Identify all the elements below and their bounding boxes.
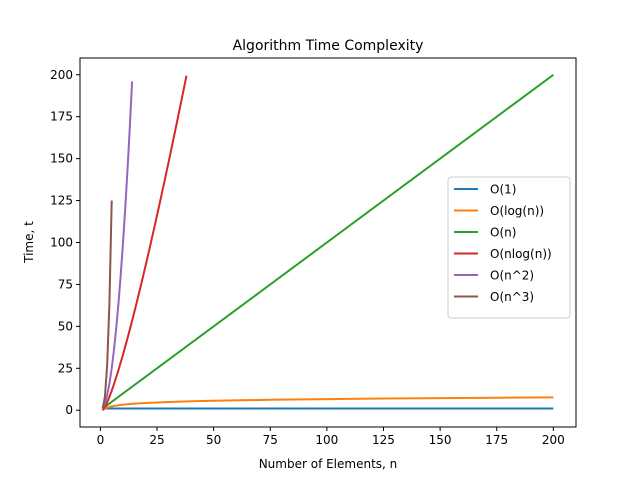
y-tick-label: 175 xyxy=(50,110,73,124)
x-tick-label: 175 xyxy=(485,433,508,447)
x-tick-label: 50 xyxy=(206,433,221,447)
legend-label-o-n: O(n) xyxy=(490,226,516,240)
legend-label-o-n-3: O(n^3) xyxy=(490,290,534,304)
series-line-o-log-n xyxy=(102,396,554,412)
x-tick-label: 75 xyxy=(263,433,278,447)
x-tick-label: 0 xyxy=(97,433,105,447)
y-tick-label: 200 xyxy=(50,68,73,82)
legend-label-o-1: O(1) xyxy=(490,183,516,197)
y-tick-label: 25 xyxy=(58,361,73,375)
legend-label-o-n-2: O(n^2) xyxy=(490,269,534,283)
series-line-o-nlog-n xyxy=(101,75,188,411)
series-line-o-n-2 xyxy=(101,81,134,409)
y-tick-label: 150 xyxy=(50,152,73,166)
plot-area: 0 25 50 75 100 125 150 175 200 0 25 50 75 100 125 150 17… xyxy=(50,57,577,447)
legend-label-o-log-n: O(log(n)) xyxy=(490,204,544,218)
y-tick-label: 125 xyxy=(50,194,73,208)
x-tick-label: 150 xyxy=(429,433,452,447)
legend-box xyxy=(447,176,571,319)
x-axis-label: Number of Elements, n xyxy=(259,457,398,471)
y-tick-label: 0 xyxy=(65,403,73,417)
y-tick-label: 100 xyxy=(50,236,73,250)
chart-title: Algorithm Time Complexity xyxy=(233,38,424,54)
series-line-o-n-3 xyxy=(101,200,113,409)
x-tick-label: 100 xyxy=(315,433,338,447)
y-axis-label: Time, t xyxy=(22,221,36,264)
x-tick-label: 200 xyxy=(542,433,565,447)
legend-label-o-nlog-n: O(nlog(n)) xyxy=(490,247,552,261)
y-tick-label: 50 xyxy=(58,319,73,333)
legend: O(1) O(log(n)) O(n) O(nlog(n)) O(n^2) O(n^3) xyxy=(447,176,571,319)
series-line-o-n xyxy=(102,73,554,410)
y-tick-label: 75 xyxy=(58,277,73,291)
x-tick-label: 125 xyxy=(372,433,395,447)
x-tick-label: 25 xyxy=(149,433,164,447)
